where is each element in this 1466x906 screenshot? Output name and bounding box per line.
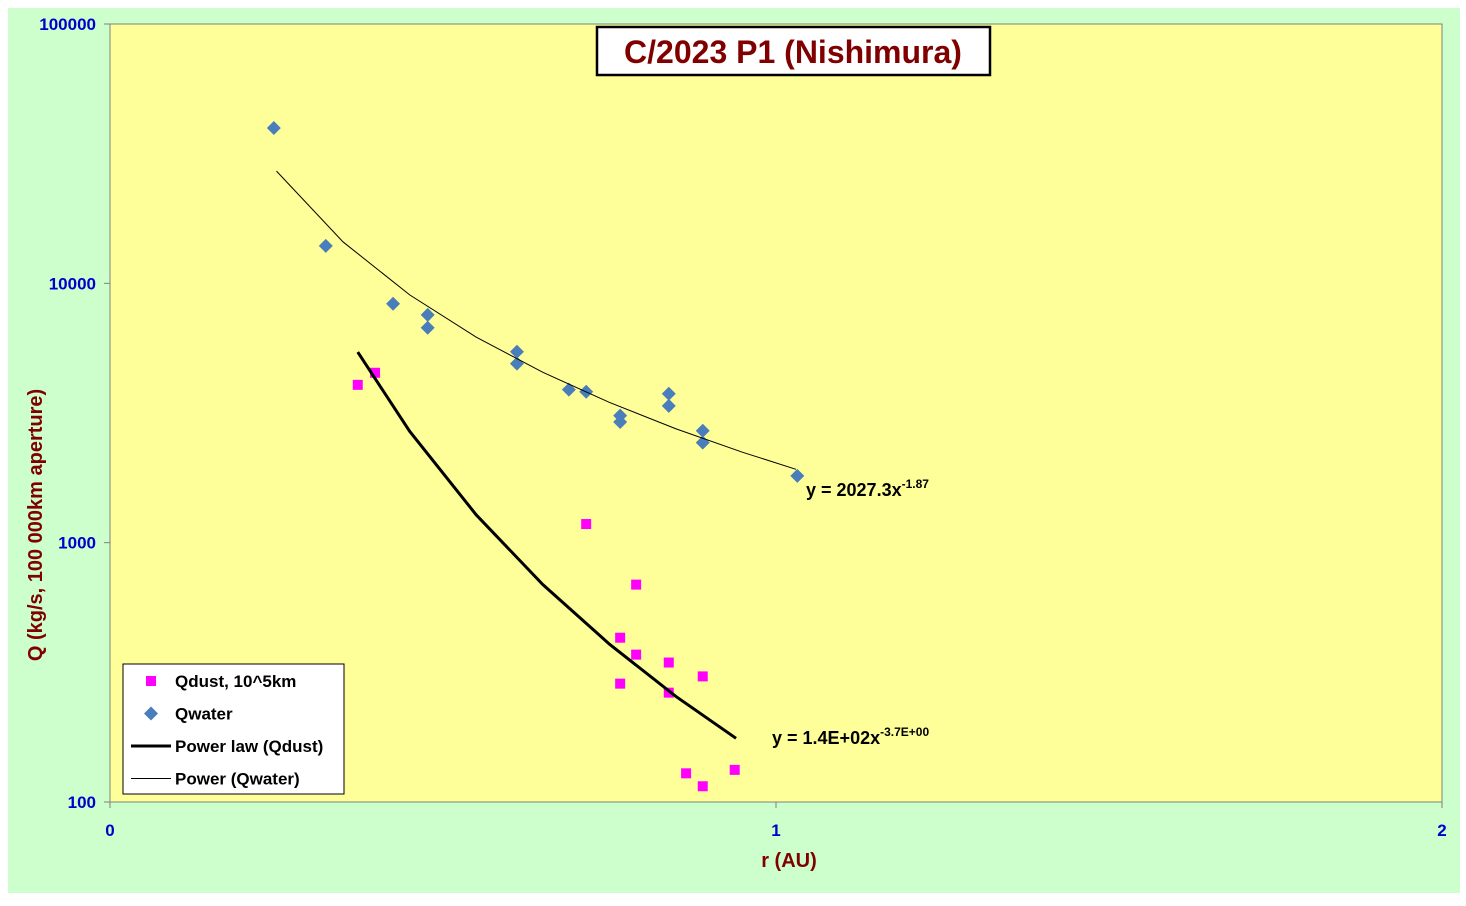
data-point [386,296,401,311]
data-point [581,519,592,530]
data-point [663,657,674,668]
y-tick-label: 10000 [49,274,96,293]
data-point [631,649,642,660]
trend-line [356,351,737,740]
y-tick-label: 100 [68,793,96,812]
data-point [509,344,524,359]
data-point [790,468,805,483]
data-point [613,414,628,429]
equation-text: y = 2027.3x [806,480,902,500]
x-tick-label: 2 [1437,821,1446,840]
data-point [697,781,708,792]
data-point [681,768,692,779]
data-point [420,320,435,335]
x-tick-label: 0 [105,821,114,840]
legend-box [122,663,345,795]
data-point [266,121,281,136]
legend-label: Qdust, 10^5km [175,672,296,691]
data-point [729,764,740,775]
data-point [661,386,676,401]
y-tick-label: 100000 [39,15,96,34]
equation-text: y = 1.4E+02x [772,728,880,748]
data-point [697,671,708,682]
data-point [420,307,435,322]
legend-marker [146,676,156,686]
equation-exponent: -1.87 [902,477,930,491]
x-tick-label: 1 [771,821,780,840]
equation-label: y = 1.4E+02x-3.7E+00 [772,725,929,748]
equation-exponent: -3.7E+00 [880,725,929,739]
y-axis-label: Q (kg/s, 100 000km aperture) [25,389,47,661]
equation-label: y = 2027.3x-1.87 [806,477,929,500]
data-point [370,367,381,378]
title-box [595,25,992,77]
data-point [695,423,710,438]
data-point [615,632,626,643]
x-axis-label: r (AU) [761,850,817,872]
data-point [661,398,676,413]
legend-marker [144,706,158,721]
y-tick-label: 1000 [58,534,96,553]
legend-label: Qwater [175,705,233,724]
chart-title: C/2023 P1 (Nishimura) [624,34,962,70]
legend-label: Power law (Qdust) [175,737,323,756]
data-point [631,579,642,590]
legend-label: Power (Qwater) [175,770,300,789]
data-point [352,379,363,390]
trend-line [276,170,797,470]
data-point [318,238,333,253]
data-point [615,678,626,689]
